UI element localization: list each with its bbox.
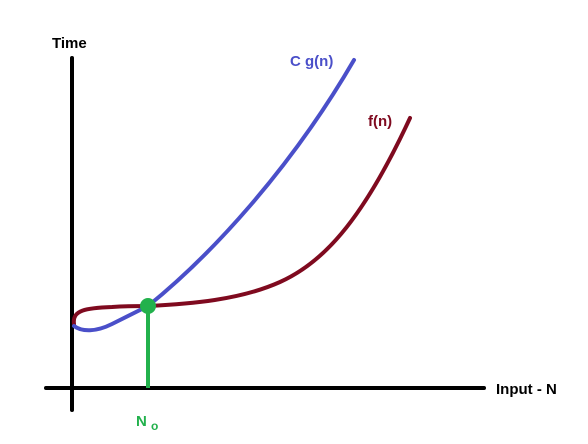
n0-label-main: N xyxy=(136,413,147,430)
x-axis-label: Input - N xyxy=(496,381,557,398)
c-g-n-curve xyxy=(72,58,356,333)
f-n-curve xyxy=(71,116,412,326)
n0-label-subscript: o xyxy=(151,419,158,433)
c-g-n-label: C g(n) xyxy=(290,53,333,70)
n0-label: N o xyxy=(136,413,158,433)
y-axis-label: Time xyxy=(52,35,87,52)
intersection-point xyxy=(140,298,156,314)
f-n-label: f(n) xyxy=(368,113,392,130)
